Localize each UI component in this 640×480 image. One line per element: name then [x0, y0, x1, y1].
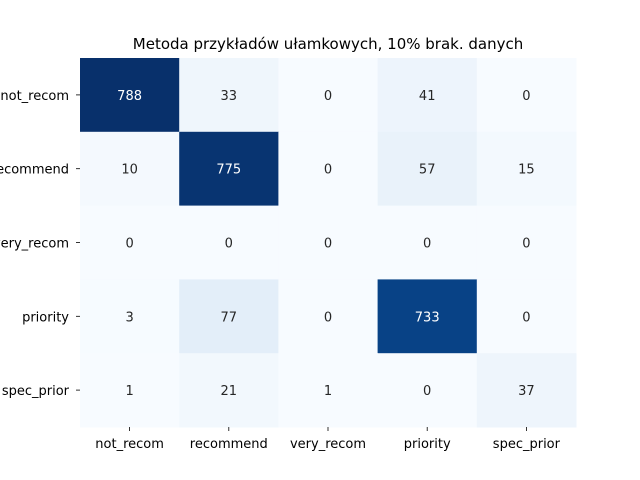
heatmap-cell: [476, 131, 577, 207]
cell-value-label: 0: [324, 237, 332, 252]
heatmap-cell: [179, 131, 279, 207]
heatmap-cell: [80, 58, 180, 133]
cell-value-label: 33: [221, 89, 238, 104]
y-tick-label: spec_prior: [2, 384, 70, 399]
heatmap-cell: [476, 279, 577, 354]
heatmap-cell: [377, 205, 478, 280]
cell-value-label: 57: [419, 163, 436, 178]
y-tick-label: not_recom: [0, 89, 69, 104]
cell-value-label: 77: [221, 310, 238, 325]
cell-value-label: 15: [518, 163, 535, 178]
heatmap-cell: [377, 279, 478, 354]
heatmap-cell: [179, 58, 279, 133]
heatmap-cell: [377, 353, 478, 428]
cell-value-label: 3: [125, 310, 133, 325]
x-tick-label: very_recom: [290, 437, 366, 452]
cell-value-label: 0: [324, 310, 332, 325]
heatmap-cell: [80, 353, 180, 428]
heatmap-cell: [476, 205, 577, 280]
x-tick-label: priority: [404, 437, 451, 452]
cell-value-label: 0: [522, 237, 530, 252]
heatmap-cell: [179, 353, 279, 428]
chart-title: Metoda przykładów ułamkowych, 10% brak. …: [133, 35, 523, 53]
heatmap-cell: [80, 279, 180, 354]
heatmap-cell-labels: 788 33 0 41 010 775 0 57 150 0 0 0 03 77 0 733 01 21 1 0 37: [117, 89, 534, 399]
cell-value-label: 0: [522, 310, 530, 325]
x-tick-label: recommend: [190, 437, 268, 452]
heatmap-cell: [278, 279, 379, 354]
heatmap-cell: [476, 353, 577, 428]
y-tick-label: priority: [22, 310, 69, 325]
heatmap-cell: [278, 205, 379, 280]
cell-value-label: 0: [125, 237, 133, 252]
cell-value-label: 0: [423, 384, 431, 399]
cell-value-label: 10: [121, 163, 138, 178]
cell-value-label: 0: [423, 237, 431, 252]
heatmap-cell: [179, 279, 279, 354]
y-tick-label: very_recom: [0, 237, 69, 252]
cell-value-label: 0: [522, 89, 530, 104]
cell-value-label: 0: [225, 237, 233, 252]
cell-value-label: 0: [324, 89, 332, 104]
cell-value-label: 775: [216, 163, 241, 178]
cell-value-label: 788: [117, 89, 142, 104]
cell-value-label: 0: [324, 163, 332, 178]
heatmap-cell: [278, 58, 379, 133]
heatmap-cell: [278, 131, 379, 207]
heatmap-cell: [80, 131, 180, 207]
y-tick-label: recommend: [0, 163, 69, 178]
cell-value-label: 41: [419, 89, 436, 104]
x-axis: not_recom recommend very_recom priority spec…: [95, 427, 561, 452]
heatmap-cell: [278, 353, 379, 428]
heatmap-cell: [377, 131, 478, 207]
cell-value-label: 1: [324, 384, 332, 399]
y-axis: not_recom recommend very_recom priority spec…: [0, 89, 80, 399]
cell-value-label: 37: [518, 384, 535, 399]
heatmap-cell: [377, 58, 478, 133]
heatmap-cells: [80, 58, 577, 428]
cell-value-label: 21: [221, 384, 238, 399]
heatmap-cell: [179, 205, 279, 280]
x-tick-label: spec_prior: [493, 437, 561, 452]
heatmap-cell: [476, 58, 577, 133]
x-tick-label: not_recom: [95, 437, 164, 452]
cell-value-label: 1: [125, 384, 133, 399]
cell-value-label: 733: [415, 310, 440, 325]
heatmap-cell: [80, 205, 180, 280]
